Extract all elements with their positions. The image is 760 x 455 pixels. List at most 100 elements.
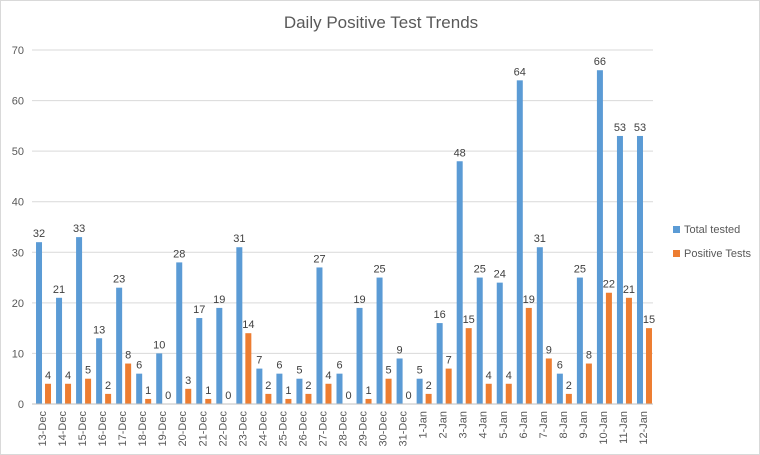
bar-total-tested (36, 242, 43, 404)
data-label-total-tested: 17 (193, 304, 205, 316)
data-label-positive-tests: 0 (406, 390, 412, 402)
bar-total-tested (156, 353, 163, 404)
data-label-total-tested: 31 (233, 233, 245, 245)
bar-total-tested (376, 277, 383, 404)
bar-positive-tests (305, 393, 312, 404)
x-tick-label: 31-Dec (398, 411, 410, 447)
x-tick-label: 5-Jan (498, 411, 510, 439)
data-label-total-tested: 5 (296, 365, 302, 377)
chart-title: Daily Positive Test Trends (284, 13, 478, 32)
data-label-positive-tests: 8 (125, 350, 131, 362)
bar-total-tested (516, 80, 523, 404)
data-label-total-tested: 27 (313, 253, 325, 265)
data-label-positive-tests: 0 (345, 390, 351, 402)
bar-total-tested (496, 282, 503, 404)
bar-total-tested (636, 135, 643, 404)
data-label-positive-tests: 0 (165, 390, 171, 402)
bar-total-tested (316, 267, 323, 404)
bar-positive-tests (145, 398, 152, 404)
data-label-total-tested: 25 (474, 264, 486, 276)
data-label-positive-tests: 2 (105, 380, 111, 392)
bar-total-tested (176, 262, 183, 404)
legend-swatch (673, 226, 680, 233)
data-label-total-tested: 6 (136, 360, 142, 372)
bar-total-tested (616, 135, 623, 404)
x-tick-label: 27-Dec (317, 411, 329, 447)
x-tick-label: 7-Jan (538, 411, 550, 439)
bar-total-tested (276, 373, 283, 404)
data-label-total-tested: 6 (276, 360, 282, 372)
x-tick-label: 26-Dec (297, 411, 309, 447)
y-tick-label: 0 (18, 399, 24, 411)
bar-positive-tests (105, 393, 112, 404)
data-label-positive-tests: 21 (623, 284, 635, 296)
x-tick-label: 30-Dec (378, 411, 390, 447)
x-tick-label: 10-Jan (598, 411, 610, 445)
data-label-total-tested: 64 (514, 66, 526, 78)
data-label-positive-tests: 9 (546, 344, 552, 356)
x-axis-ticks: 13-Dec 14-Dec 15-Dec 16-Dec 17-Dec 18-Dec 19-D… (37, 411, 650, 447)
bar-total-tested (56, 297, 63, 404)
data-label-total-tested: 6 (557, 360, 563, 372)
data-label-positive-tests: 15 (643, 314, 655, 326)
bar-positive-tests (85, 378, 92, 404)
x-tick-label: 6-Jan (518, 411, 530, 439)
y-tick-label: 70 (12, 45, 24, 57)
data-label-positive-tests: 7 (446, 355, 452, 367)
bar-positive-tests (445, 368, 452, 404)
bar-positive-tests (325, 383, 332, 404)
data-label-total-tested: 19 (213, 294, 225, 306)
bar-positive-tests (465, 328, 472, 404)
legend-swatch (673, 250, 680, 257)
data-label-total-tested: 53 (634, 122, 646, 134)
x-tick-label: 23-Dec (237, 411, 249, 447)
x-tick-label: 17-Dec (117, 411, 129, 447)
y-tick-label: 10 (12, 348, 24, 360)
bar-total-tested (96, 338, 103, 404)
data-label-total-tested: 24 (494, 269, 506, 281)
x-tick-label: 3-Jan (458, 411, 470, 439)
bar-total-tested (556, 373, 563, 404)
bar-positive-tests (545, 358, 552, 404)
x-tick-label: 1-Jan (418, 411, 430, 439)
data-label-total-tested: 31 (534, 233, 546, 245)
bar-positive-tests (245, 333, 252, 404)
bar-positive-tests (185, 388, 192, 404)
bar-positive-tests (625, 297, 632, 404)
data-label-positive-tests: 15 (463, 314, 475, 326)
x-tick-label: 16-Dec (97, 411, 109, 447)
data-label-total-tested: 10 (153, 339, 165, 351)
x-tick-label: 29-Dec (358, 411, 370, 447)
bar-total-tested (536, 247, 543, 404)
bar-total-tested (196, 318, 203, 404)
x-tick-label: 12-Jan (638, 411, 650, 445)
data-label-positive-tests: 1 (145, 385, 151, 397)
x-tick-label: 13-Dec (37, 411, 49, 447)
data-label-positive-tests: 4 (65, 370, 71, 382)
bar-total-tested (116, 287, 123, 404)
data-label-total-tested: 9 (397, 344, 403, 356)
bar-positive-tests (565, 393, 572, 404)
data-label-total-tested: 16 (434, 309, 446, 321)
data-labels: 3242143351322386110028317119031147261522… (33, 56, 655, 402)
x-tick-label: 14-Dec (57, 411, 69, 447)
bar-positive-tests (45, 383, 52, 404)
x-tick-label: 22-Dec (217, 411, 229, 447)
bar-positive-tests (65, 383, 72, 404)
data-label-positive-tests: 3 (185, 375, 191, 387)
bar-total-tested (336, 373, 343, 404)
y-tick-label: 60 (12, 96, 24, 108)
data-label-positive-tests: 2 (426, 380, 432, 392)
x-tick-label: 15-Dec (77, 411, 89, 447)
data-label-positive-tests: 1 (205, 385, 211, 397)
data-label-positive-tests: 5 (386, 365, 392, 377)
x-tick-label: 8-Jan (558, 411, 570, 439)
gridlines (32, 49, 653, 354)
x-tick-label: 20-Dec (177, 411, 189, 447)
data-label-total-tested: 13 (93, 324, 105, 336)
bar-positive-tests (385, 378, 392, 404)
x-tick-label: 19-Dec (157, 411, 169, 447)
data-label-positive-tests: 4 (506, 370, 512, 382)
data-label-positive-tests: 2 (305, 380, 311, 392)
